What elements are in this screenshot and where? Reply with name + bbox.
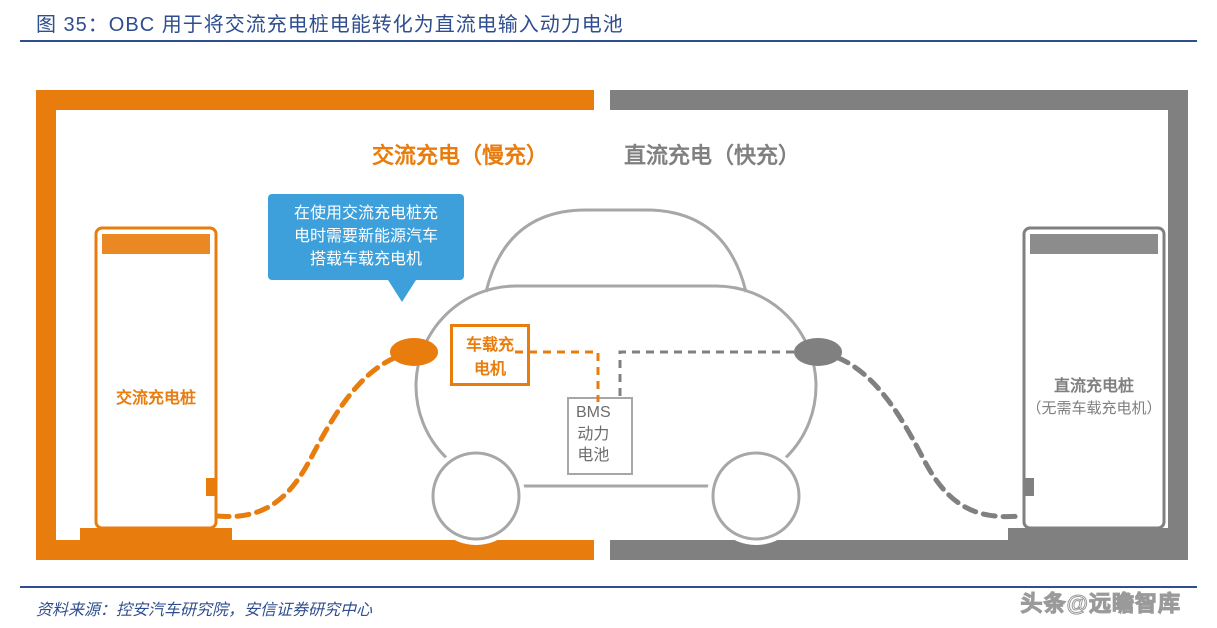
- cables-svg: [36, 90, 1188, 560]
- watermark: 头条@远瞻智库: [1021, 586, 1181, 618]
- figure-title-text: 图 35：OBC 用于将交流充电桩电能转化为直流电输入动力电池: [36, 14, 624, 36]
- title-divider: [20, 40, 1197, 42]
- figure-title: 图 35：OBC 用于将交流充电桩电能转化为直流电输入动力电池: [36, 8, 624, 37]
- footer-source-text: 资料来源：控安汽车研究院，安信证券研究中心: [36, 602, 372, 619]
- diagram-canvas: 交流充电（慢充） 直流充电（快充） 交流充电桩 直流充电桩 （无需车载充电机） …: [36, 90, 1188, 560]
- footer-source: 资料来源：控安汽车研究院，安信证券研究中心: [36, 596, 372, 620]
